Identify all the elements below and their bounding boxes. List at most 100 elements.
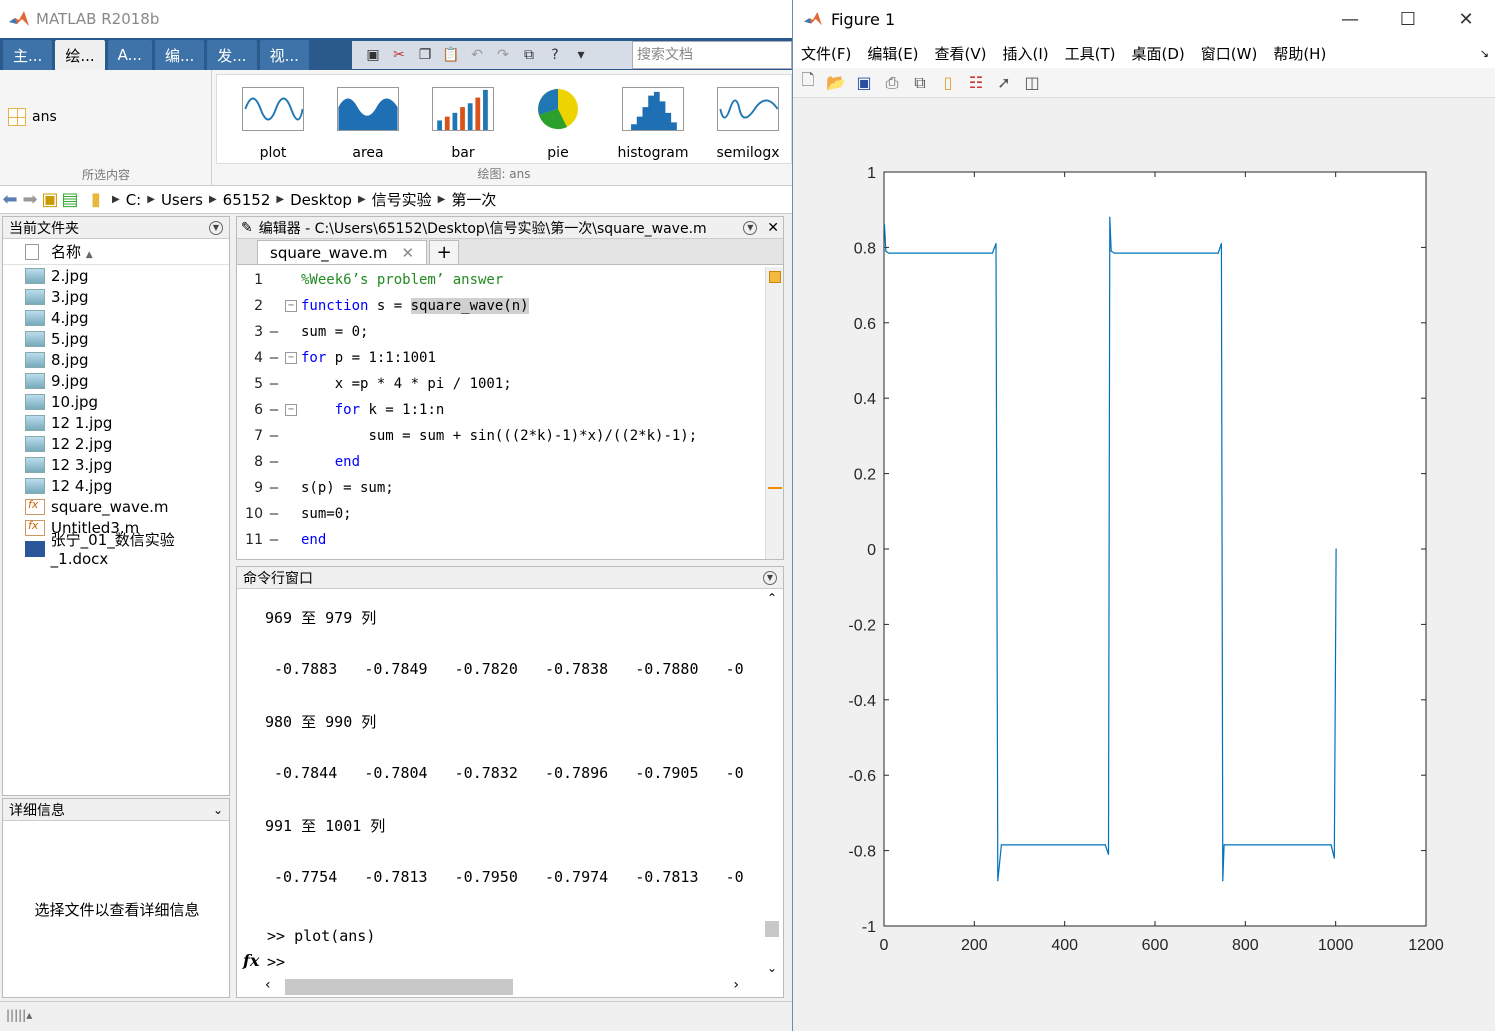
command-prompt[interactable]: >> <box>267 953 286 971</box>
forward-arrow-icon[interactable]: ➡ <box>22 189 38 210</box>
breakpoint-gutter[interactable]: — <box>269 402 279 418</box>
crumb-drive[interactable]: C: <box>125 190 142 209</box>
dock-arrow-icon[interactable]: ↘ <box>1479 46 1489 60</box>
menu-file[interactable]: 文件(F) <box>801 44 852 63</box>
breakpoint-gutter[interactable]: — <box>269 506 279 522</box>
close-tab-icon[interactable]: ✕ <box>401 243 415 262</box>
pointer-icon[interactable]: ➚ <box>997 73 1011 92</box>
crumb-user[interactable]: 65152 <box>222 190 271 209</box>
file-item[interactable]: 10.jpg <box>3 391 229 412</box>
menu-insert[interactable]: 插入(I) <box>1002 44 1049 63</box>
tab-square-wave[interactable]: square_wave.m ✕ <box>257 240 428 264</box>
file-item[interactable]: 4.jpg <box>3 307 229 328</box>
link-plot-icon[interactable]: ⧉ <box>914 72 926 92</box>
file-item[interactable]: 3.jpg <box>3 286 229 307</box>
code-analyzer-warning-icon[interactable] <box>769 271 781 283</box>
tab-apps[interactable]: A... <box>107 40 152 70</box>
close-icon[interactable]: ✕ <box>1458 8 1474 30</box>
scroll-up-icon[interactable]: ⌃ <box>766 591 778 605</box>
paste-icon[interactable]: 📋 <box>442 47 460 63</box>
file-item[interactable]: 8.jpg <box>3 349 229 370</box>
crumb-users[interactable]: Users <box>160 190 203 209</box>
selected-variable[interactable]: ans <box>8 108 57 126</box>
file-item[interactable]: 9.jpg <box>3 370 229 391</box>
code-line[interactable]: 9 — s(p) = sum; <box>237 475 767 501</box>
scroll-left-icon[interactable]: ‹ <box>265 977 271 993</box>
code-line[interactable]: 4 — − for p = 1:1:1001 <box>237 345 767 371</box>
help-icon[interactable]: ? <box>551 47 559 63</box>
breakpoint-gutter[interactable]: — <box>269 350 279 366</box>
chevron-down-icon[interactable]: ▾ <box>577 47 585 63</box>
crumb-folder[interactable]: 信号实验 <box>371 191 432 209</box>
function-browser-icon[interactable]: fx <box>243 951 260 970</box>
code-line[interactable]: 7 — sum = sum + sin(((2*k)-1)*x)/((2*k)-1… <box>237 423 767 449</box>
file-item[interactable]: square_wave.m <box>3 496 229 517</box>
scroll-thumb[interactable] <box>765 921 779 937</box>
details-header[interactable]: 详细信息 ⌄ <box>3 799 229 821</box>
gallery-plot[interactable]: plot <box>233 81 313 161</box>
panel-menu-icon[interactable]: ▼ <box>743 220 758 235</box>
code-area[interactable]: 1 %Week6’s problem’ answer 2− function s = … <box>237 267 767 559</box>
cut-icon[interactable]: ✂ <box>393 47 405 63</box>
file-column-header[interactable]: 名称 ▲ <box>3 239 229 265</box>
save-icon[interactable]: ▣ <box>366 47 380 63</box>
gallery-area[interactable]: area <box>328 81 408 161</box>
redo-icon[interactable]: ↷ <box>497 47 509 63</box>
menu-window[interactable]: 窗口(W) <box>1200 44 1258 63</box>
crumb-desktop[interactable]: Desktop <box>290 190 352 209</box>
figure-plot-area[interactable]: 0 200 400 600 800 1000 1200 -1 -0.8 -0.6 -0.4 -0.2 0… <box>793 98 1495 1031</box>
back-arrow-icon[interactable]: ⬅ <box>2 189 18 210</box>
panel-menu-icon[interactable]: ▼ <box>763 570 777 585</box>
command-horizontal-scrollbar[interactable]: ‹ › <box>265 977 765 997</box>
code-line[interactable]: 2 − function s = square_wave(n) <box>237 293 767 319</box>
warning-marker[interactable] <box>768 487 782 489</box>
menu-tools[interactable]: 工具(T) <box>1064 44 1116 63</box>
panel-menu-icon[interactable]: ▼ <box>209 220 223 235</box>
code-line[interactable]: 11 — end <box>237 527 767 553</box>
code-line[interactable]: 3 — sum = 0; <box>237 319 767 345</box>
breakpoint-gutter[interactable]: — <box>269 532 279 548</box>
gallery-pie[interactable]: pie <box>518 81 598 161</box>
file-item[interactable]: Untitled3.m <box>3 517 229 538</box>
breakpoint-gutter[interactable]: — <box>269 428 279 444</box>
up-folder-icon[interactable]: ▣ <box>41 189 59 210</box>
file-item[interactable]: 12 2.jpg <box>3 433 229 454</box>
file-item[interactable]: 12 1.jpg <box>3 412 229 433</box>
breakpoint-gutter[interactable]: — <box>269 480 279 496</box>
menu-view[interactable]: 查看(V) <box>934 44 987 63</box>
fold-toggle-icon[interactable]: − <box>285 404 297 416</box>
code-line[interactable]: 5 — x =p * 4 * pi / 1001; <box>237 371 767 397</box>
legend-icon[interactable]: ☷ <box>968 73 984 92</box>
breakpoint-gutter[interactable]: — <box>269 376 279 392</box>
fold-toggle-icon[interactable]: − <box>285 300 297 312</box>
breakpoint-gutter[interactable]: — <box>269 454 279 470</box>
code-line[interactable]: 8 — end <box>237 449 767 475</box>
tab-plots[interactable]: 绘... <box>55 40 105 70</box>
tab-home[interactable]: 主... <box>3 40 53 70</box>
code-line[interactable]: 1 %Week6’s problem’ answer <box>237 267 767 293</box>
file-item[interactable]: 5.jpg <box>3 328 229 349</box>
close-icon[interactable]: ✕ <box>767 219 779 236</box>
save-figure-icon[interactable]: ▣ <box>856 73 872 92</box>
new-figure-icon[interactable]: 🗋 <box>801 70 815 89</box>
switch-windows-icon[interactable]: ⧉ <box>524 47 534 63</box>
minimize-icon[interactable]: — <box>1341 8 1359 30</box>
colorbar-icon[interactable]: ▯ <box>943 73 953 92</box>
crumb-subfolder[interactable]: 第一次 <box>451 191 497 209</box>
maximize-icon[interactable]: ☐ <box>1399 8 1417 30</box>
print-icon[interactable]: ⎙ <box>885 72 899 92</box>
breakpoint-gutter[interactable]: — <box>269 324 279 340</box>
copy-icon[interactable]: ❐ <box>418 47 432 63</box>
new-tab-button[interactable]: + <box>429 240 460 264</box>
menu-desktop[interactable]: 桌面(D) <box>1131 44 1185 63</box>
chevron-down-icon[interactable]: ⌄ <box>212 802 223 817</box>
editor-scrollbar[interactable] <box>765 267 783 559</box>
undo-icon[interactable]: ↶ <box>471 47 483 63</box>
tab-publish[interactable]: 发... <box>207 40 257 70</box>
browse-folder-icon[interactable]: ▤ <box>61 189 79 210</box>
menu-edit[interactable]: 编辑(E) <box>867 44 919 63</box>
axes-box[interactable] <box>883 171 1427 927</box>
scroll-right-icon[interactable]: › <box>733 977 739 993</box>
name-column[interactable]: 名称 ▲ <box>51 241 93 262</box>
tab-view[interactable]: 视... <box>259 40 309 70</box>
